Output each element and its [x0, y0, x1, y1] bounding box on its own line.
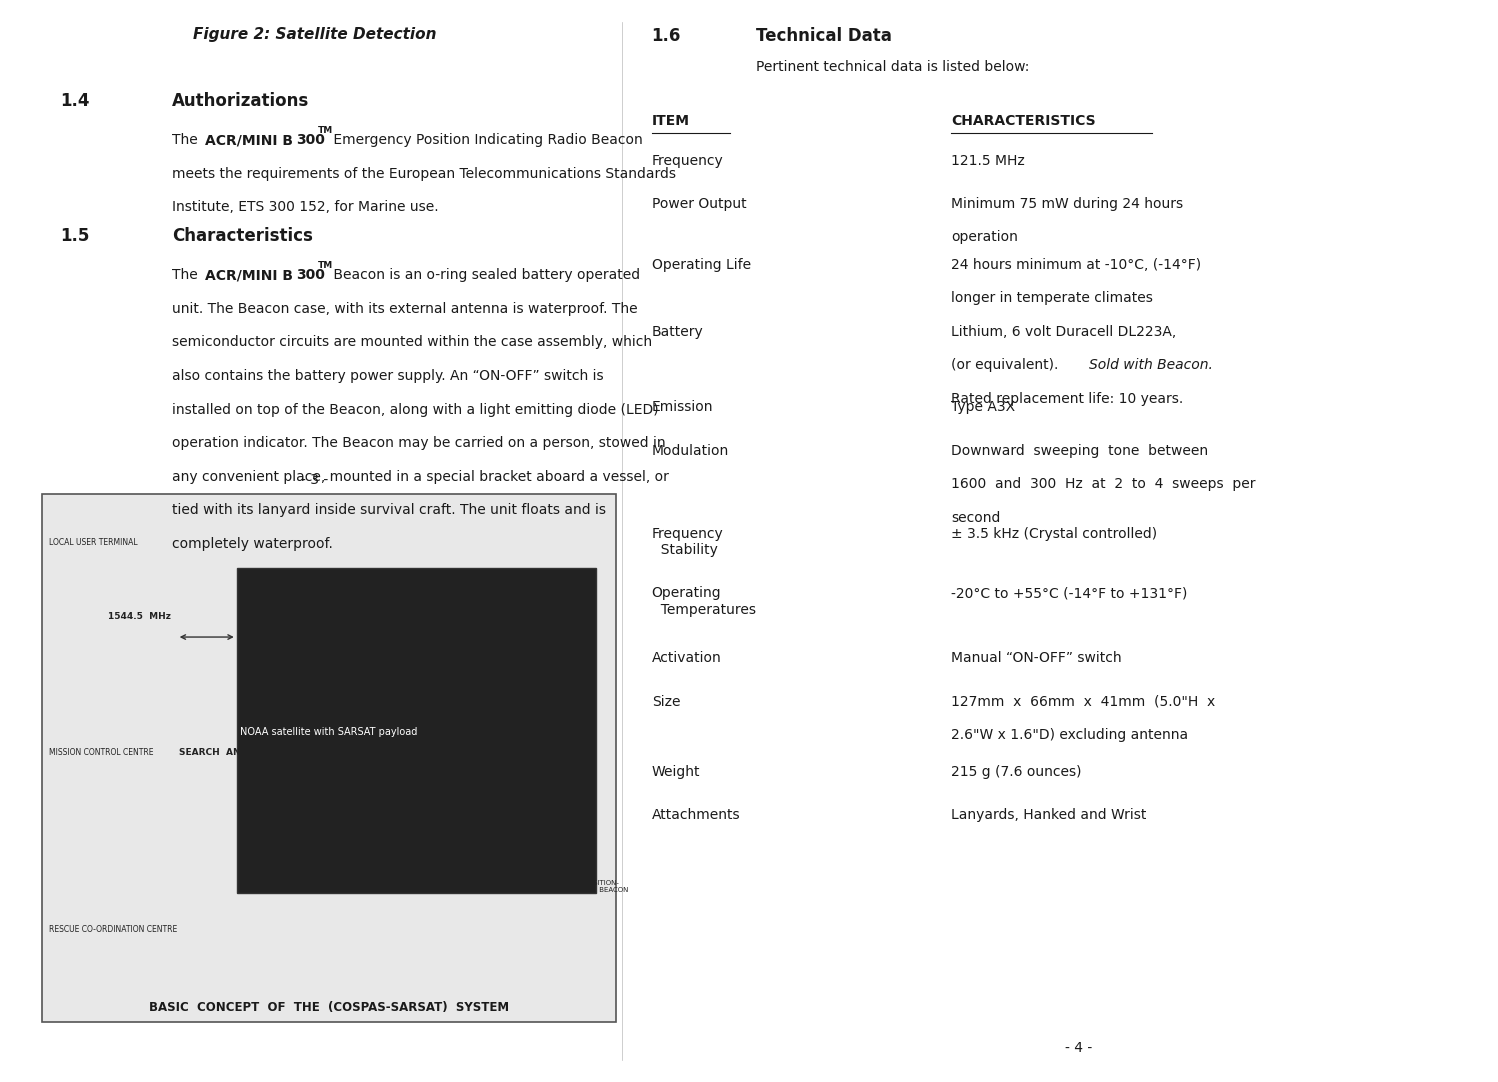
Text: ± 3.5 kHz (Crystal controlled): ± 3.5 kHz (Crystal controlled) [951, 527, 1158, 541]
Text: Battery: Battery [652, 325, 704, 339]
Text: Characteristics: Characteristics [172, 227, 313, 246]
Text: Emission: Emission [652, 400, 713, 414]
Text: tied with its lanyard inside survival craft. The unit floats and is: tied with its lanyard inside survival cr… [172, 503, 607, 517]
Text: Frequency: Frequency [652, 154, 724, 168]
Text: Figure 2: Satellite Detection: Figure 2: Satellite Detection [193, 27, 436, 42]
Text: 1544.5  MHz: 1544.5 MHz [108, 612, 171, 621]
Text: 300: 300 [297, 268, 325, 282]
Text: Emergency Position Indicating Radio Beacon: Emergency Position Indicating Radio Beac… [328, 133, 643, 147]
Text: 1.6: 1.6 [652, 27, 682, 45]
Text: longer in temperate climates: longer in temperate climates [951, 291, 1153, 305]
Text: 121.5 MHz: 121.5 MHz [951, 154, 1025, 168]
Text: semiconductor circuits are mounted within the case assembly, which: semiconductor circuits are mounted withi… [172, 335, 653, 349]
FancyBboxPatch shape [42, 494, 616, 1022]
Text: SEARCH  AND  RESCUE  FORCES: SEARCH AND RESCUE FORCES [180, 748, 340, 757]
Text: Type A3X: Type A3X [951, 400, 1016, 414]
Text: Minimum 75 mW during 24 hours: Minimum 75 mW during 24 hours [951, 197, 1183, 211]
Text: - 3 -: - 3 - [301, 473, 328, 487]
Text: Sold with Beacon.: Sold with Beacon. [1089, 358, 1213, 372]
Text: unit. The Beacon case, with its external antenna is waterproof. The: unit. The Beacon case, with its external… [172, 302, 638, 316]
Text: 2.6"W x 1.6"D) excluding antenna: 2.6"W x 1.6"D) excluding antenna [951, 728, 1188, 742]
Text: completely waterproof.: completely waterproof. [172, 537, 333, 551]
FancyArrowPatch shape [181, 635, 232, 639]
Text: EMERGENCY POSITION-
INDICATING  RADIO  BEACON: EMERGENCY POSITION- INDICATING RADIO BEA… [527, 880, 629, 893]
Text: MISSION CONTROL CENTRE: MISSION CONTROL CENTRE [49, 748, 154, 757]
Text: TM: TM [319, 261, 334, 269]
Text: Size: Size [652, 695, 680, 709]
Text: 1.4: 1.4 [60, 92, 90, 110]
Text: Manual “ON-OFF” switch: Manual “ON-OFF” switch [951, 651, 1122, 665]
Text: Attachments: Attachments [652, 808, 740, 822]
Text: ACR/MINI B: ACR/MINI B [205, 268, 294, 282]
Text: Lanyards, Hanked and Wrist: Lanyards, Hanked and Wrist [951, 808, 1146, 822]
Text: Weight: Weight [652, 765, 700, 779]
Text: Authorizations: Authorizations [172, 92, 310, 110]
Text: LOCAL USER TERMINAL: LOCAL USER TERMINAL [49, 538, 138, 546]
FancyBboxPatch shape [237, 568, 596, 893]
Text: installed on top of the Beacon, along with a light emitting diode (LED): installed on top of the Beacon, along wi… [172, 403, 659, 417]
Text: Activation: Activation [652, 651, 722, 665]
Text: Lithium, 6 volt Duracell DL223A,: Lithium, 6 volt Duracell DL223A, [951, 325, 1176, 339]
Text: Modulation: Modulation [652, 444, 730, 458]
Text: second: second [951, 511, 1001, 525]
Text: 127mm  x  66mm  x  41mm  (5.0"H  x: 127mm x 66mm x 41mm (5.0"H x [951, 695, 1215, 709]
Text: RESCUE CO-ORDINATION CENTRE: RESCUE CO-ORDINATION CENTRE [49, 925, 178, 934]
Text: 1.5: 1.5 [60, 227, 90, 246]
Text: TM: TM [319, 126, 334, 134]
Text: BASIC  CONCEPT  OF  THE  (COSPAS-SARSAT)  SYSTEM: BASIC CONCEPT OF THE (COSPAS-SARSAT) SYS… [148, 1001, 509, 1014]
Text: 1600  and  300  Hz  at  2  to  4  sweeps  per: 1600 and 300 Hz at 2 to 4 sweeps per [951, 477, 1255, 491]
Text: Pertinent technical data is listed below:: Pertinent technical data is listed below… [756, 60, 1029, 74]
Text: any convenient place, mounted in a special bracket aboard a vessel, or: any convenient place, mounted in a speci… [172, 470, 670, 484]
Text: Technical Data: Technical Data [756, 27, 893, 45]
Text: Institute, ETS 300 152, for Marine use.: Institute, ETS 300 152, for Marine use. [172, 200, 439, 214]
Text: Power Output: Power Output [652, 197, 746, 211]
Text: Downward  sweeping  tone  between: Downward sweeping tone between [951, 444, 1209, 458]
Text: 215 g (7.6 ounces): 215 g (7.6 ounces) [951, 765, 1082, 779]
Text: CHARACTERISTICS: CHARACTERISTICS [951, 114, 1097, 128]
Text: Frequency
  Stability: Frequency Stability [652, 527, 724, 557]
Text: - 4 -: - 4 - [1065, 1041, 1092, 1055]
Text: operation: operation [951, 230, 1019, 245]
Text: Beacon is an o-ring sealed battery operated: Beacon is an o-ring sealed battery opera… [328, 268, 640, 282]
Text: 300: 300 [297, 133, 325, 147]
Text: The: The [172, 268, 202, 282]
Text: The: The [172, 133, 202, 147]
Text: 24 hours minimum at -10°C, (-14°F): 24 hours minimum at -10°C, (-14°F) [951, 258, 1201, 272]
Text: Operating Life: Operating Life [652, 258, 750, 272]
Text: (or equivalent).: (or equivalent). [951, 358, 1064, 372]
Text: meets the requirements of the European Telecommunications Standards: meets the requirements of the European T… [172, 167, 676, 181]
Text: operation indicator. The Beacon may be carried on a person, stowed in: operation indicator. The Beacon may be c… [172, 436, 667, 450]
Text: ACR/MINI B: ACR/MINI B [205, 133, 294, 147]
Text: Rated replacement life: 10 years.: Rated replacement life: 10 years. [951, 392, 1183, 406]
Text: also contains the battery power supply. An “ON-OFF” switch is: also contains the battery power supply. … [172, 369, 604, 383]
Text: ITEM: ITEM [652, 114, 689, 128]
Text: NOAA satellite with SARSAT payload: NOAA satellite with SARSAT payload [240, 727, 418, 737]
Text: Operating
  Temperatures: Operating Temperatures [652, 586, 755, 617]
Text: -20°C to +55°C (-14°F to +131°F): -20°C to +55°C (-14°F to +131°F) [951, 586, 1188, 601]
